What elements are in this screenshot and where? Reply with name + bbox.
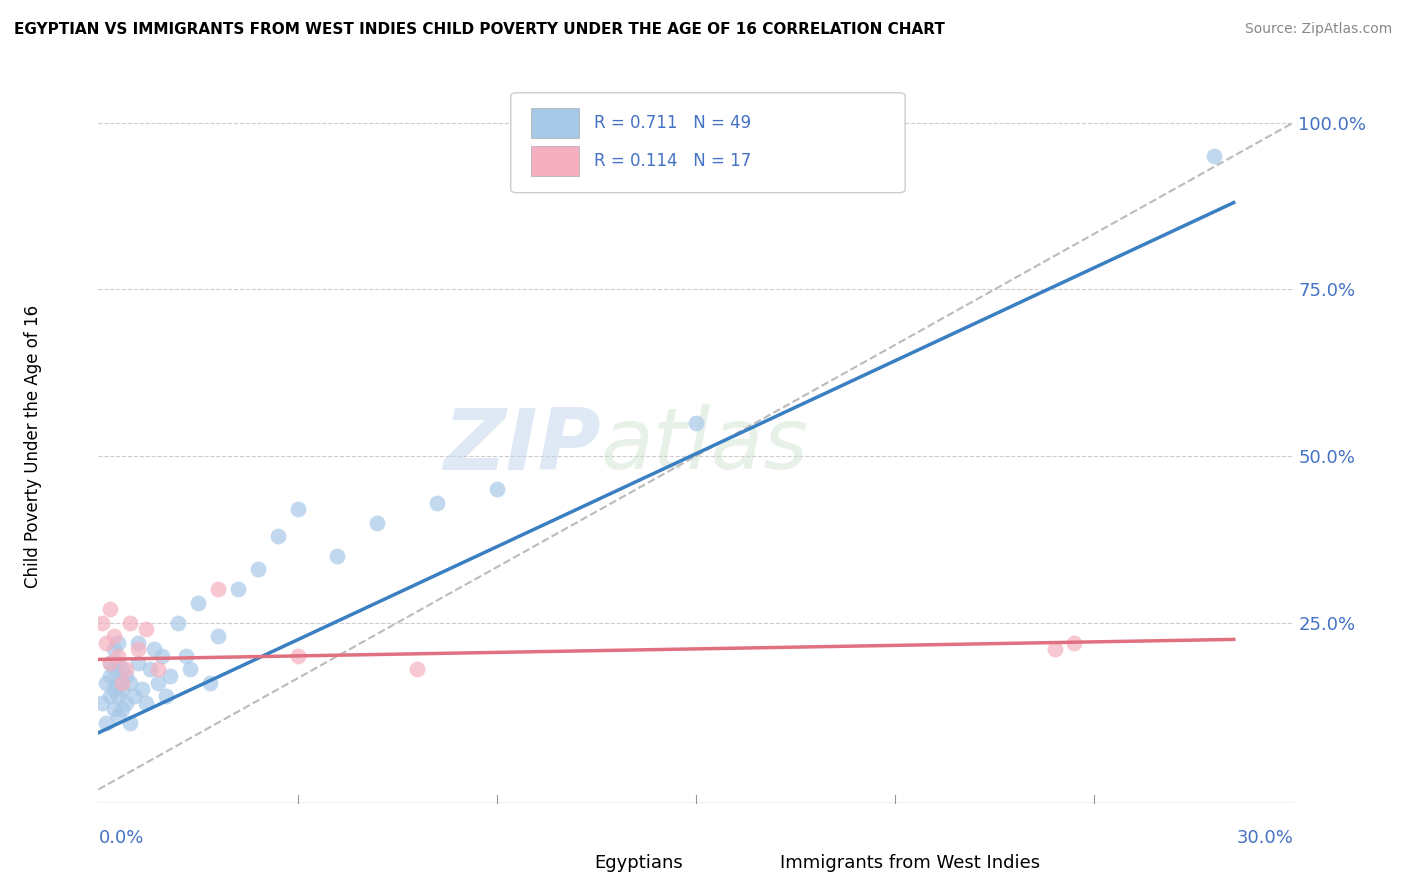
Text: ZIP: ZIP: [443, 404, 600, 488]
Point: [100, 656, 122, 670]
Point: [115, 696, 138, 710]
Point: [187, 596, 209, 610]
Point: [107, 675, 129, 690]
Point: [148, 662, 170, 676]
Point: [103, 642, 125, 657]
Point: [127, 642, 149, 657]
Point: [287, 502, 309, 516]
Bar: [738, 853, 768, 874]
Point: [120, 615, 142, 630]
Point: [207, 629, 229, 643]
Text: 30.0%: 30.0%: [1237, 830, 1294, 847]
Point: [174, 649, 197, 664]
Point: [159, 669, 181, 683]
Point: [103, 629, 125, 643]
Point: [103, 682, 125, 697]
Point: [287, 649, 309, 664]
Point: [198, 675, 221, 690]
Point: [111, 675, 134, 690]
Text: atlas: atlas: [600, 404, 808, 488]
Point: [685, 416, 707, 430]
Point: [96, 715, 118, 730]
Point: [366, 516, 388, 530]
Point: [226, 582, 249, 597]
Text: 0.0%: 0.0%: [98, 830, 143, 847]
Bar: [531, 146, 579, 177]
Text: R = 0.711   N = 49: R = 0.711 N = 49: [595, 114, 752, 132]
Text: Immigrants from West Indies: Immigrants from West Indies: [780, 855, 1040, 872]
Point: [96, 675, 118, 690]
Point: [150, 649, 173, 664]
Point: [246, 562, 269, 576]
Point: [107, 689, 129, 703]
Point: [100, 602, 122, 616]
Point: [1202, 149, 1225, 163]
Point: [115, 662, 138, 676]
Point: [127, 656, 149, 670]
Point: [100, 669, 122, 683]
Point: [135, 623, 157, 637]
Point: [124, 689, 146, 703]
Point: [103, 662, 125, 676]
Point: [167, 615, 190, 630]
Text: Child Poverty Under the Age of 16: Child Poverty Under the Age of 16: [24, 304, 42, 588]
Point: [91, 615, 114, 630]
Point: [100, 656, 122, 670]
Bar: [553, 853, 582, 874]
Point: [103, 702, 125, 716]
Point: [91, 696, 114, 710]
Point: [1063, 636, 1085, 650]
Text: EGYPTIAN VS IMMIGRANTS FROM WEST INDIES CHILD POVERTY UNDER THE AGE OF 16 CORREL: EGYPTIAN VS IMMIGRANTS FROM WEST INDIES …: [14, 22, 945, 37]
Point: [107, 709, 129, 723]
Point: [485, 483, 508, 497]
Point: [148, 675, 170, 690]
Text: Egyptians: Egyptians: [595, 855, 683, 872]
Point: [127, 636, 149, 650]
FancyBboxPatch shape: [510, 93, 905, 193]
Point: [111, 662, 134, 676]
Point: [155, 689, 177, 703]
Point: [326, 549, 349, 563]
Point: [179, 662, 201, 676]
Point: [267, 529, 290, 543]
Point: [143, 642, 166, 657]
Text: R = 0.114   N = 17: R = 0.114 N = 17: [595, 153, 752, 170]
Point: [100, 689, 122, 703]
Point: [406, 662, 429, 676]
Point: [107, 636, 129, 650]
Point: [120, 675, 142, 690]
Point: [111, 682, 134, 697]
Point: [426, 496, 449, 510]
Point: [107, 649, 129, 664]
Point: [111, 702, 134, 716]
Point: [120, 715, 142, 730]
Bar: [531, 108, 579, 137]
Point: [135, 696, 157, 710]
Point: [207, 582, 229, 597]
Point: [96, 636, 118, 650]
Text: Source: ZipAtlas.com: Source: ZipAtlas.com: [1244, 22, 1392, 37]
Point: [107, 656, 129, 670]
Point: [1043, 642, 1066, 657]
Point: [131, 682, 153, 697]
Point: [139, 662, 162, 676]
Point: [115, 669, 138, 683]
